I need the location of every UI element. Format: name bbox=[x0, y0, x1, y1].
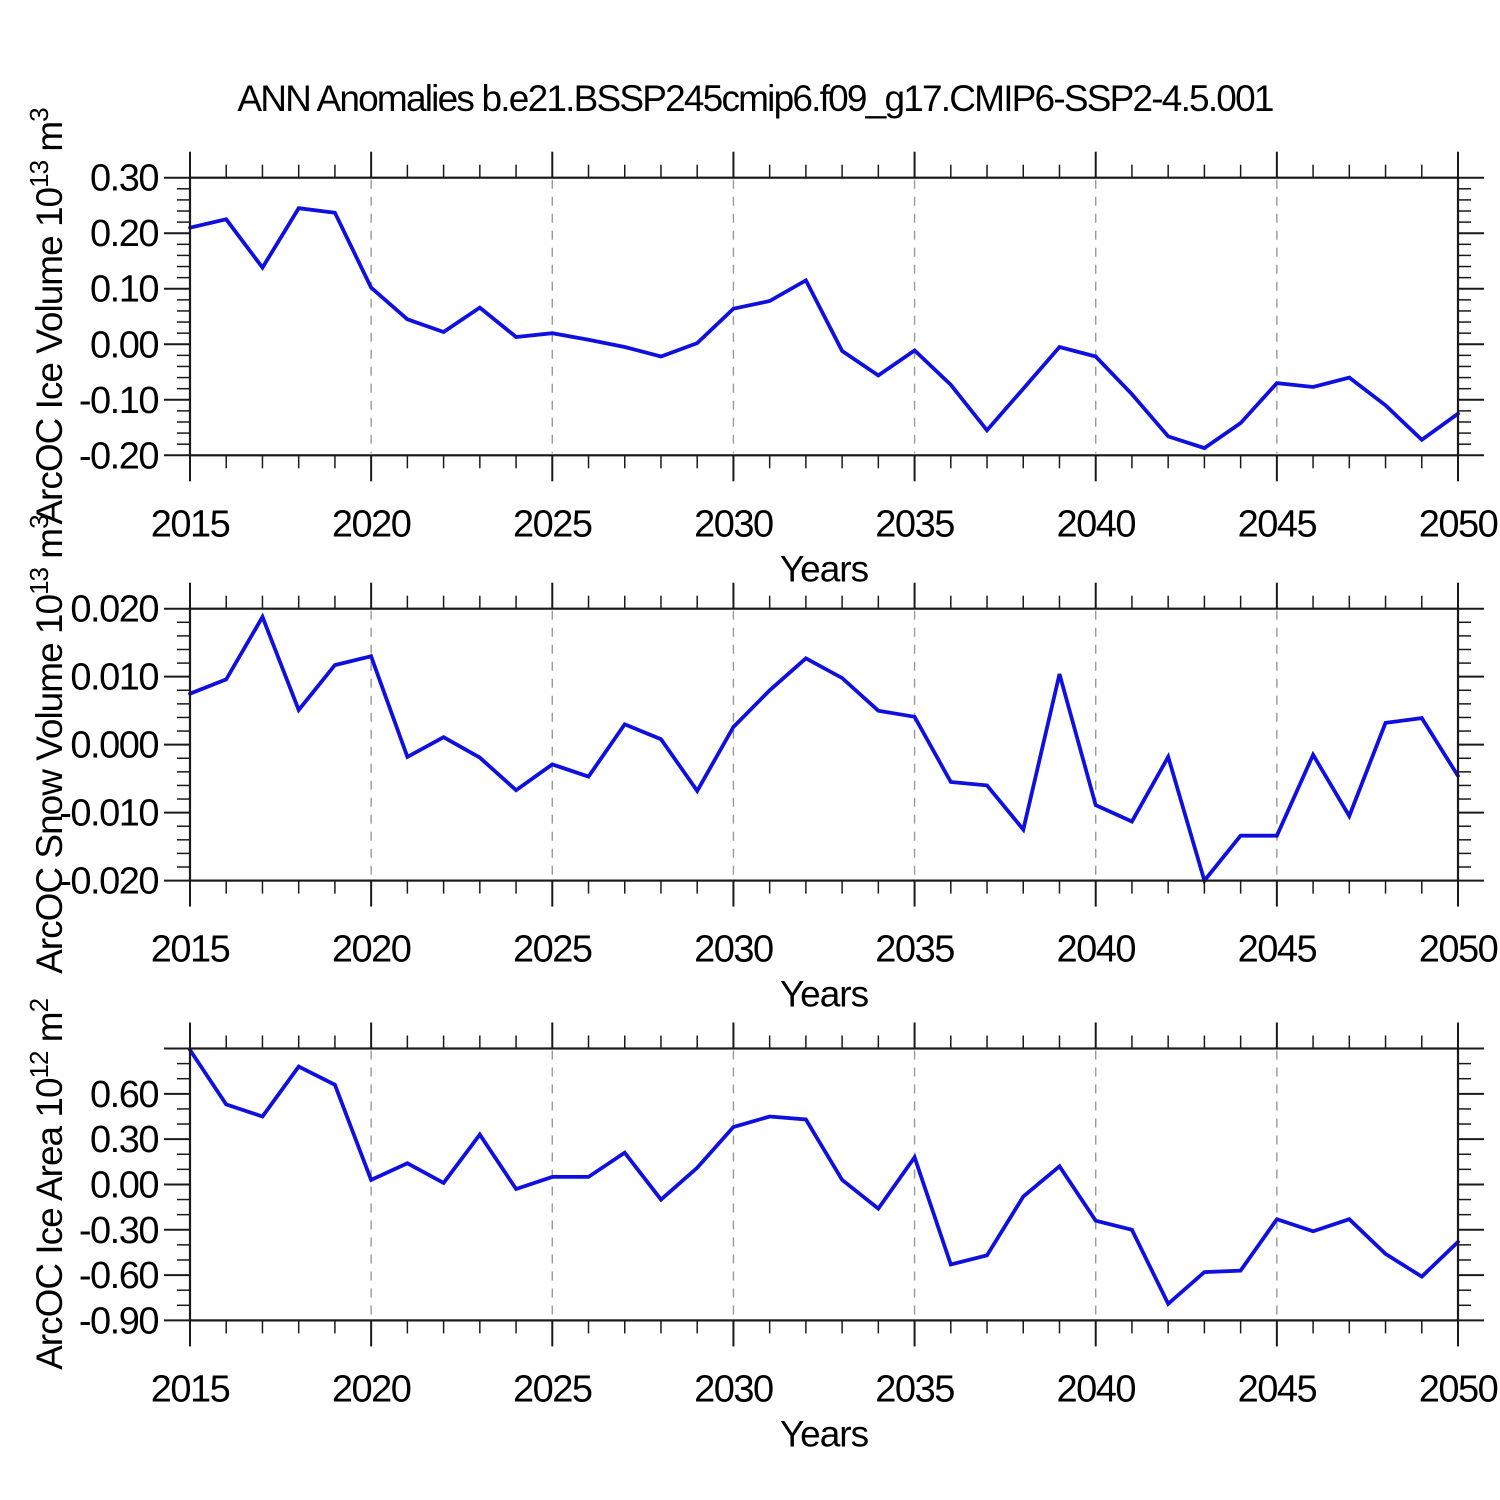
y-axis-title: ArcOC Snow Volume 1013 m3 bbox=[24, 515, 70, 974]
x-tick-label: 2035 bbox=[875, 1368, 954, 1410]
x-axis-title: Years bbox=[780, 548, 869, 589]
x-axis-title: Years bbox=[780, 974, 869, 1015]
x-tick-label: 2020 bbox=[332, 1368, 411, 1410]
y-tick-label: -0.20 bbox=[79, 435, 158, 477]
y-tick-label: 0.020 bbox=[70, 589, 158, 631]
x-axis-title: Years bbox=[780, 1413, 869, 1454]
y-axis-title: ArcOC Ice Area 1012 m2 bbox=[24, 998, 70, 1370]
y-tick-label: 0.010 bbox=[70, 657, 158, 699]
x-tick-label: 2015 bbox=[151, 1368, 230, 1410]
x-tick-label: 2045 bbox=[1238, 929, 1317, 971]
panel-1: 0.30 0.20 0.10 0.00 -0.10 -0.20 2015 2020 2025 20… bbox=[24, 108, 1499, 589]
y-axis-title-sup: 3 bbox=[24, 515, 54, 529]
y-tick-label: -0.30 bbox=[79, 1210, 158, 1252]
y-axis-title-run: m bbox=[29, 122, 70, 161]
x-tick-label: 2030 bbox=[694, 1368, 773, 1410]
x-tick-label: 2040 bbox=[1056, 929, 1135, 971]
data-line-series bbox=[188, 1048, 1460, 1307]
plot-frame bbox=[188, 1047, 1460, 1322]
x-tick-label: 2050 bbox=[1419, 929, 1498, 971]
x-tick-label: 2030 bbox=[694, 929, 773, 971]
y-tick-label: -0.10 bbox=[79, 380, 158, 422]
data-line-series bbox=[188, 612, 1460, 885]
x-tick-label: 2050 bbox=[1419, 1368, 1498, 1410]
x-tick-label: 2040 bbox=[1056, 1368, 1135, 1410]
y-axis-title-run: m bbox=[29, 1012, 70, 1051]
x-tick-label: 2025 bbox=[513, 929, 592, 971]
x-tick-label: 2035 bbox=[875, 503, 954, 545]
y-axis-title-run: m bbox=[29, 529, 70, 568]
y-tick-label: 0.00 bbox=[90, 324, 158, 366]
y-tick-label: 0.30 bbox=[90, 158, 158, 200]
y-axis-title-sup: 13 bbox=[24, 160, 54, 187]
panel-3: 0.600.300.00-0.30-0.60-0.90 2015 2020 2025 2… bbox=[24, 998, 1499, 1454]
y-tick-label: 0.30 bbox=[90, 1119, 158, 1161]
y-tick-label: 0.20 bbox=[90, 213, 158, 255]
y-tick-label: 0.00 bbox=[90, 1164, 158, 1206]
y-tick-label: 0.60 bbox=[90, 1074, 158, 1116]
y-axis-title-run: ArcOC Ice Volume 10 bbox=[29, 187, 70, 524]
x-tick-label: 2015 bbox=[151, 503, 230, 545]
x-tick-label: 2035 bbox=[875, 929, 954, 971]
y-tick-label: -0.020 bbox=[59, 861, 158, 903]
y-tick-label: -0.60 bbox=[79, 1255, 158, 1297]
x-tick-label: 2040 bbox=[1056, 503, 1135, 545]
y-tick-label: -0.010 bbox=[59, 793, 158, 835]
x-tick-label: 2045 bbox=[1238, 503, 1317, 545]
y-axis-title-sup: 2 bbox=[24, 998, 54, 1012]
plot-frame bbox=[188, 607, 1460, 882]
x-tick-label: 2030 bbox=[694, 503, 773, 545]
panel-2: 0.020 0.010 0.000 -0.010 -0.020 2015 2020 2025 2… bbox=[24, 515, 1499, 1015]
y-axis-title-sup: 13 bbox=[24, 567, 54, 594]
x-tick-label: 2025 bbox=[513, 1368, 592, 1410]
chart-title: ANN Anomalies b.e21.BSSP245cmip6.f09_g17… bbox=[237, 78, 1274, 119]
x-tick-label: 2025 bbox=[513, 503, 592, 545]
x-tick-label: 2020 bbox=[332, 503, 411, 545]
y-axis-title-sup: 12 bbox=[24, 1051, 54, 1078]
x-tick-label: 2050 bbox=[1419, 503, 1498, 545]
y-tick-label: 0.10 bbox=[90, 269, 158, 311]
data-line-series bbox=[188, 206, 1460, 451]
x-tick-label: 2015 bbox=[151, 929, 230, 971]
plot-frame bbox=[188, 176, 1460, 457]
x-tick-label: 2045 bbox=[1238, 1368, 1317, 1410]
y-tick-label: 0.000 bbox=[70, 725, 158, 767]
x-tick-label: 2020 bbox=[332, 929, 411, 971]
y-axis-title: ArcOC Ice Volume 1013 m3 bbox=[24, 108, 70, 525]
y-tick-label: -0.90 bbox=[79, 1300, 158, 1342]
y-axis-title-run: ArcOC Ice Area 10 bbox=[29, 1078, 70, 1370]
y-axis-title-sup: 3 bbox=[24, 108, 54, 122]
y-axis-title-run: ArcOC Snow Volume 10 bbox=[29, 595, 70, 974]
